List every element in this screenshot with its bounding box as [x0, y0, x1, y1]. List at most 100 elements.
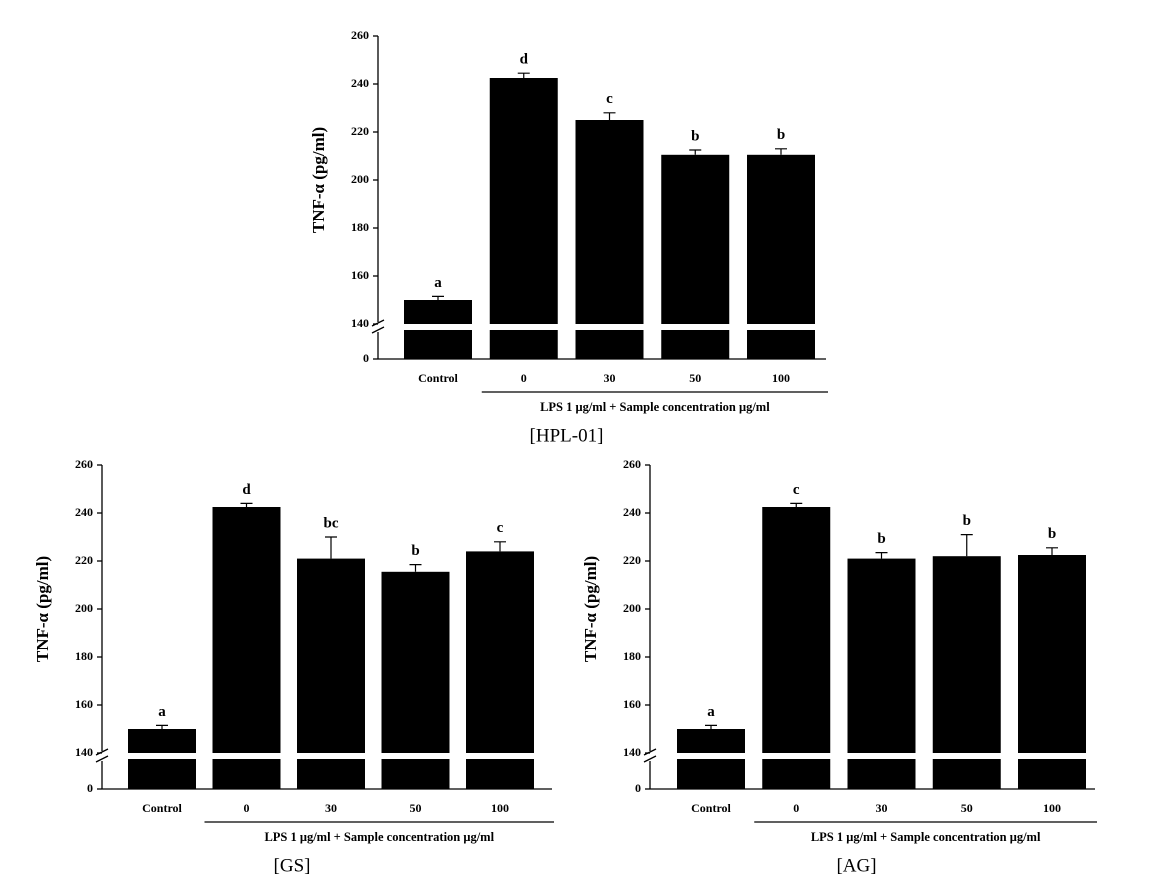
bar-break-gap: [1017, 753, 1087, 759]
value-label: c: [793, 482, 800, 498]
error-bar: [325, 536, 337, 559]
bar: [466, 551, 534, 789]
x-axis-label: LPS 1 μg/ml + Sample concentration μg/ml: [264, 830, 494, 844]
error-bar: [790, 502, 803, 507]
value-label: b: [963, 513, 971, 529]
error-bar: [603, 112, 616, 120]
error-bar: [240, 502, 253, 507]
error-bar: [1046, 547, 1058, 555]
x-tick-label: 0: [244, 801, 250, 815]
value-label: b: [691, 128, 699, 144]
caption: [GS]: [274, 855, 311, 876]
caption: [AG]: [836, 855, 876, 876]
bar: [575, 120, 644, 359]
y-tick-label: 0: [635, 781, 641, 795]
x-tick-label: 30: [325, 801, 337, 815]
x-tick-label: 50: [961, 801, 973, 815]
value-label: b: [777, 127, 785, 143]
error-bar: [432, 295, 444, 300]
x-tick-label: 100: [772, 371, 790, 385]
y-tick-label: 160: [75, 697, 93, 711]
error-bar: [960, 534, 973, 557]
bar-break-gap: [380, 753, 451, 759]
y-axis-label: TNF-α (pg/ml): [309, 127, 328, 233]
bar-break-gap: [403, 324, 473, 330]
value-label: a: [158, 704, 166, 720]
y-tick-label: 220: [351, 124, 369, 138]
error-bar: [705, 724, 717, 729]
error-bar: [156, 724, 168, 729]
caption: [HPL-01]: [530, 425, 604, 446]
y-tick-label: 200: [351, 172, 369, 186]
value-label: d: [242, 482, 251, 498]
x-tick-label: Control: [691, 801, 731, 815]
x-tick-label: 100: [491, 801, 509, 815]
x-tick-label: 30: [604, 371, 616, 385]
x-axis-label: LPS 1 μg/ml + Sample concentration μg/ml: [540, 400, 770, 414]
bar-break-gap: [211, 753, 282, 759]
value-label: bc: [324, 515, 339, 531]
bar: [212, 507, 281, 789]
y-tick-label: 260: [623, 457, 641, 471]
y-tick-label: 200: [623, 601, 641, 615]
value-label: b: [877, 531, 885, 547]
y-tick-label: 260: [75, 457, 93, 471]
x-tick-label: 0: [521, 371, 527, 385]
x-axis-label: LPS 1 μg/ml + Sample concentration μg/ml: [811, 830, 1041, 844]
y-tick-label: 220: [623, 553, 641, 567]
x-tick-label: Control: [142, 801, 182, 815]
value-label: b: [1048, 526, 1056, 542]
bar-break-gap: [746, 324, 816, 330]
y-tick-label: 240: [351, 76, 369, 90]
error-bar: [689, 149, 702, 155]
bar-break-gap: [296, 753, 366, 759]
bar: [762, 507, 831, 789]
error-bar: [494, 541, 506, 552]
y-axis-label: TNF-α (pg/ml): [581, 556, 600, 662]
y-tick-label: 180: [623, 649, 641, 663]
bar-break-gap: [846, 753, 917, 759]
x-tick-label: Control: [418, 371, 458, 385]
bar: [932, 556, 1001, 789]
error-bar: [517, 72, 530, 78]
bar-break-gap: [574, 324, 645, 330]
value-label: a: [434, 275, 442, 291]
bar-break-gap: [676, 753, 746, 759]
bar-break-gap: [488, 324, 559, 330]
value-label: c: [606, 91, 613, 107]
bar: [847, 558, 916, 789]
x-tick-label: 30: [876, 801, 888, 815]
bar-break-gap: [931, 753, 1002, 759]
y-tick-label: 140: [623, 745, 641, 759]
y-tick-label: 220: [75, 553, 93, 567]
error-bar: [775, 148, 787, 155]
y-tick-label: 240: [623, 505, 641, 519]
axis-break: [371, 319, 385, 334]
x-tick-label: 50: [410, 801, 422, 815]
y-tick-label: 160: [623, 697, 641, 711]
axis-break: [643, 748, 657, 763]
bar: [489, 78, 558, 359]
value-label: c: [497, 520, 504, 536]
x-tick-label: 50: [689, 371, 701, 385]
y-tick-label: 0: [363, 351, 369, 365]
bar-break-gap: [127, 753, 197, 759]
y-tick-label: 240: [75, 505, 93, 519]
y-tick-label: 140: [351, 316, 369, 330]
bar: [381, 571, 450, 789]
value-label: b: [411, 543, 419, 559]
value-label: d: [520, 52, 529, 68]
y-axis-label: TNF-α (pg/ml): [33, 556, 52, 662]
error-bar: [409, 564, 422, 572]
y-tick-label: 200: [75, 601, 93, 615]
error-bar: [875, 552, 888, 559]
x-tick-label: 0: [793, 801, 799, 815]
bar-break-gap: [761, 753, 832, 759]
y-tick-label: 260: [351, 28, 369, 42]
bar: [297, 558, 365, 789]
bar-break-gap: [465, 753, 535, 759]
bar-break-gap: [660, 324, 731, 330]
y-tick-label: 180: [351, 220, 369, 234]
y-tick-label: 160: [351, 268, 369, 282]
